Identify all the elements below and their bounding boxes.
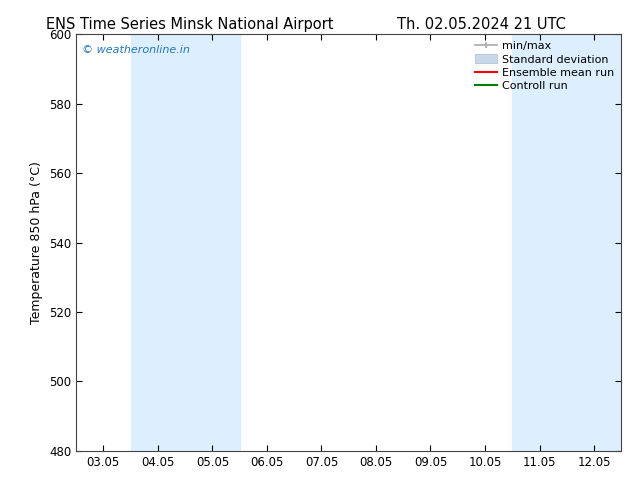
Bar [131,34,185,451]
Bar [512,34,567,451]
Y-axis label: Temperature 850 hPa (°C): Temperature 850 hPa (°C) [30,161,43,324]
Legend: min/max, Standard deviation, Ensemble mean run, Controll run: min/max, Standard deviation, Ensemble me… [470,37,619,96]
Text: © weatheronline.in: © weatheronline.in [82,45,190,55]
Bar [567,34,621,451]
Text: Th. 02.05.2024 21 UTC: Th. 02.05.2024 21 UTC [398,17,566,32]
Bar [185,34,240,451]
Text: ENS Time Series Minsk National Airport: ENS Time Series Minsk National Airport [46,17,334,32]
